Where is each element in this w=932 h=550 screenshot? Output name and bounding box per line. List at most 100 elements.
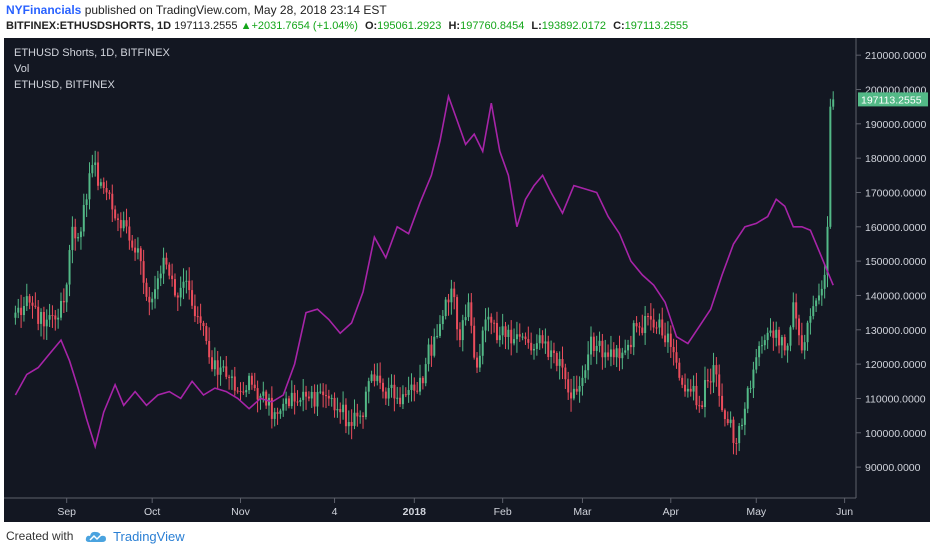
ohlc-line: BITFINEX:ETHUSDSHORTS, 1D 197113.2555 ▲+… xyxy=(6,20,688,32)
candle-body xyxy=(692,385,695,392)
chart-panel[interactable]: 210000.0000 200000.0000 190000.0000 180000.… xyxy=(4,38,930,522)
candle-body xyxy=(712,365,715,383)
candle-body xyxy=(216,360,219,375)
change-value: +2031.7654 (+1.04%) xyxy=(251,20,358,32)
candle-body xyxy=(399,397,402,405)
candle-body xyxy=(470,302,473,326)
candle-body xyxy=(584,370,587,378)
candle-body xyxy=(79,231,82,238)
candle-body xyxy=(344,404,347,427)
candle-body xyxy=(299,400,302,402)
candle-body xyxy=(441,316,444,325)
candle-body xyxy=(741,424,744,427)
author-link[interactable]: NYFinancials xyxy=(6,3,82,17)
candle-body xyxy=(376,375,379,382)
candle-body xyxy=(789,327,792,346)
candle-body xyxy=(510,329,513,344)
candle-body xyxy=(703,380,706,408)
candle-body xyxy=(829,106,832,227)
candle-body xyxy=(219,367,222,375)
candle-body xyxy=(438,324,441,336)
candle-body xyxy=(362,415,365,417)
candle-body xyxy=(632,323,635,348)
candle-body xyxy=(28,296,31,303)
y-tick-label: 150000.0000 xyxy=(865,256,926,268)
x-axis: Sep Oct Nov 4 2018 Feb Mar Apr May Jun xyxy=(57,498,853,518)
price-axis-area[interactable] xyxy=(856,38,930,498)
high-label: H: xyxy=(448,20,461,32)
candle-body xyxy=(305,391,308,397)
candle-body xyxy=(772,330,775,338)
candle-body xyxy=(333,397,336,411)
candle-body xyxy=(598,340,601,346)
candle-body xyxy=(48,315,51,320)
candle-body xyxy=(253,384,256,389)
candle-body xyxy=(239,390,242,392)
x-tick-label: Feb xyxy=(494,506,512,518)
candle-body xyxy=(131,240,134,248)
candle-body xyxy=(310,391,313,399)
time-axis-area[interactable] xyxy=(4,498,930,522)
candle-body xyxy=(595,345,598,351)
candle-body xyxy=(461,320,464,341)
candle-body xyxy=(430,344,433,356)
candle-body xyxy=(433,336,436,356)
candle-body xyxy=(25,296,28,307)
candle-body xyxy=(786,345,789,351)
candle-body xyxy=(721,395,724,411)
y-tick-label: 100000.0000 xyxy=(865,428,926,440)
candle-body xyxy=(752,369,755,389)
candle-body xyxy=(758,346,761,358)
legend-compare: ETHUSD, BITFINEX xyxy=(14,79,116,91)
compare-line-layer xyxy=(14,93,834,450)
candle-body xyxy=(102,182,105,189)
candle-body xyxy=(729,419,732,424)
tradingview-brand[interactable]: TradingView xyxy=(113,529,185,545)
candle-body xyxy=(51,315,54,317)
candle-body xyxy=(832,99,835,107)
candle-body xyxy=(165,257,168,265)
candle-body xyxy=(293,392,296,402)
up-arrow-icon: ▲ xyxy=(240,20,252,32)
candle-body xyxy=(624,350,627,353)
candle-body xyxy=(427,344,430,365)
candle-body xyxy=(279,410,282,414)
candle-body xyxy=(698,405,701,407)
footer-bar: Created with TradingView xyxy=(0,522,932,550)
candle-body xyxy=(322,391,325,396)
candle-body xyxy=(419,377,422,392)
candle-body xyxy=(453,288,456,298)
x-tick-label: Sep xyxy=(57,506,76,518)
y-tick-label: 140000.0000 xyxy=(865,290,926,302)
candle-body xyxy=(607,352,610,357)
candle-body xyxy=(185,280,188,282)
candle-body xyxy=(495,322,498,341)
candle-body xyxy=(125,220,128,227)
candle-body xyxy=(612,349,615,358)
candle-body xyxy=(330,397,333,399)
candle-body xyxy=(589,336,592,355)
candle-body xyxy=(276,412,279,414)
candle-body xyxy=(242,391,245,393)
candle-body xyxy=(578,385,581,392)
candle-body xyxy=(176,295,179,298)
candle-body xyxy=(775,329,778,338)
candle-body xyxy=(145,282,148,297)
candle-body xyxy=(592,336,595,351)
candle-body xyxy=(735,442,738,444)
candle-body xyxy=(370,374,373,382)
last-price: 197113.2555 xyxy=(174,20,238,32)
candle-body xyxy=(732,419,735,443)
candle-body xyxy=(91,165,94,174)
candle-body xyxy=(655,327,658,329)
candle-body xyxy=(179,287,182,298)
candle-body xyxy=(564,367,567,380)
candle-body xyxy=(800,335,803,351)
price-chart[interactable]: 210000.0000200000.0000190000.0000180000.… xyxy=(4,38,930,522)
plot-area[interactable] xyxy=(4,38,856,498)
candle-body xyxy=(22,306,25,316)
candle-body xyxy=(248,375,251,391)
candle-body xyxy=(743,408,746,425)
y-tick-label: 210000.0000 xyxy=(865,50,926,62)
candle-body xyxy=(658,319,661,328)
